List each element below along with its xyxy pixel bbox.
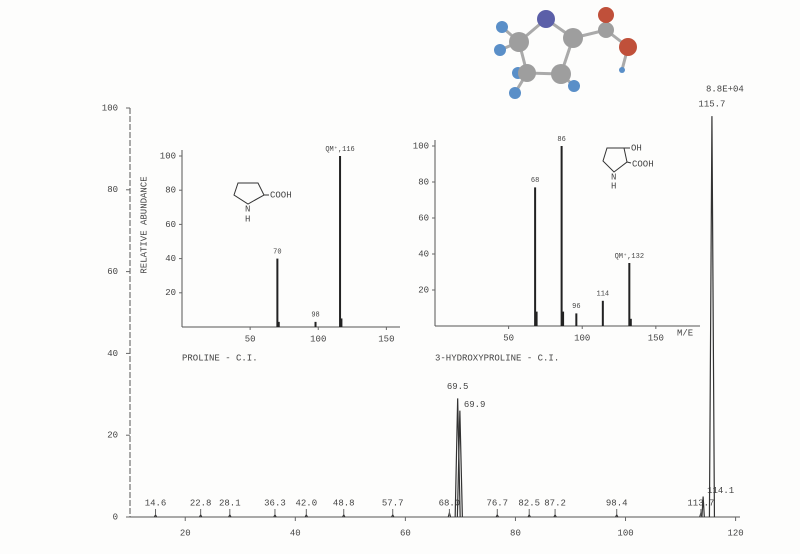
x-tick-label: 40: [290, 528, 301, 538]
peak-label: 57.7: [382, 498, 404, 508]
y-tick-label: 80: [418, 177, 429, 187]
bar-label: 98: [311, 312, 319, 320]
bar: [562, 311, 565, 326]
peak: [454, 398, 461, 518]
y-tick-label: 100: [160, 151, 176, 161]
x-tick-label: 50: [245, 334, 256, 344]
y-tick-label: 40: [418, 249, 429, 259]
peak-label: 48.8: [333, 498, 355, 508]
x-tick-label: 100: [574, 333, 590, 343]
bar-label: 114: [597, 291, 610, 299]
y-tick-label: 100: [102, 103, 118, 113]
x-tick-label: 120: [727, 528, 743, 538]
hydroxyproline-structure: OH COOH N H: [602, 143, 654, 191]
x-axis-label: M/E: [677, 328, 693, 338]
y-tick-label: 60: [165, 220, 176, 230]
bar: [340, 318, 343, 327]
y-axis-label: RELATIVE ABUNDANCE: [139, 176, 149, 273]
y-tick-label: 60: [107, 267, 118, 277]
peak: [456, 410, 463, 518]
x-tick-label: 60: [400, 528, 411, 538]
bar: [560, 146, 563, 326]
bar: [534, 187, 537, 326]
x-tick-label: 150: [648, 333, 664, 343]
molecule-model: [494, 7, 637, 99]
peak-label: 114.1: [707, 486, 734, 496]
bar: [339, 156, 342, 327]
peak-label: 98.4: [606, 498, 628, 508]
x-tick-label: 100: [617, 528, 633, 538]
peak-label: 87.2: [544, 498, 566, 508]
peak: [708, 116, 716, 518]
peak-label: 69.5: [447, 382, 469, 392]
peak-label: 42.0: [296, 498, 318, 508]
structure-label: N: [245, 204, 250, 214]
x-tick-label: 100: [310, 334, 326, 344]
bar-label: 68: [531, 177, 539, 185]
bar-label: 96: [572, 303, 580, 311]
peak-label: 115.7: [698, 100, 725, 110]
structure-label: H: [611, 181, 616, 191]
y-tick-label: 60: [418, 213, 429, 223]
bar: [629, 318, 632, 326]
bar-label: 70: [273, 248, 281, 256]
structure-label: COOH: [632, 159, 654, 169]
bar-label: QM⁺,116: [325, 146, 354, 154]
bar: [314, 321, 317, 327]
peak-label: 28.1: [219, 498, 241, 508]
y-tick-label: 20: [107, 431, 118, 441]
bar: [575, 313, 578, 326]
bar: [628, 263, 631, 326]
bar: [601, 300, 604, 326]
structure-label: H: [245, 214, 250, 224]
structure-label: OH: [631, 143, 642, 153]
peak-label: 14.6: [145, 498, 167, 508]
y-tick-label: 80: [165, 186, 176, 196]
bar: [277, 321, 280, 327]
x-tick-label: 150: [378, 334, 394, 344]
structure-label: COOH: [270, 190, 292, 200]
peak-label: 82.5: [518, 498, 540, 508]
peak-label: 68.0: [439, 498, 461, 508]
y-tick-label: 20: [165, 288, 176, 298]
peak-label: 76.7: [486, 498, 508, 508]
structure-label: N: [611, 172, 616, 182]
x-tick-label: 20: [180, 528, 191, 538]
y-tick-label: 40: [165, 254, 176, 264]
y-tick-label: 100: [413, 141, 429, 151]
peak: [701, 496, 705, 518]
y-tick-label: 40: [107, 349, 118, 359]
scale-label: 8.8E+04: [706, 84, 744, 94]
bar-label: QM⁺,132: [615, 253, 644, 261]
y-tick-label: 0: [113, 512, 118, 522]
bar-label: 86: [557, 136, 565, 144]
y-tick-label: 80: [107, 185, 118, 195]
x-tick-label: 80: [510, 528, 521, 538]
peak-label: 36.3: [264, 498, 286, 508]
inset-title: PROLINE - C.I.: [182, 353, 258, 363]
x-tick-label: 50: [503, 333, 514, 343]
peak-label: 113.7: [687, 498, 714, 508]
peak-label: 69.9: [464, 400, 486, 410]
proline-structure: COOH N H: [233, 182, 292, 224]
bar: [535, 311, 538, 326]
peak-label: 22.8: [190, 498, 212, 508]
y-tick-label: 20: [418, 285, 429, 295]
inset-title: 3-HYDROXYPROLINE - C.I.: [435, 353, 559, 363]
bar: [276, 258, 279, 327]
